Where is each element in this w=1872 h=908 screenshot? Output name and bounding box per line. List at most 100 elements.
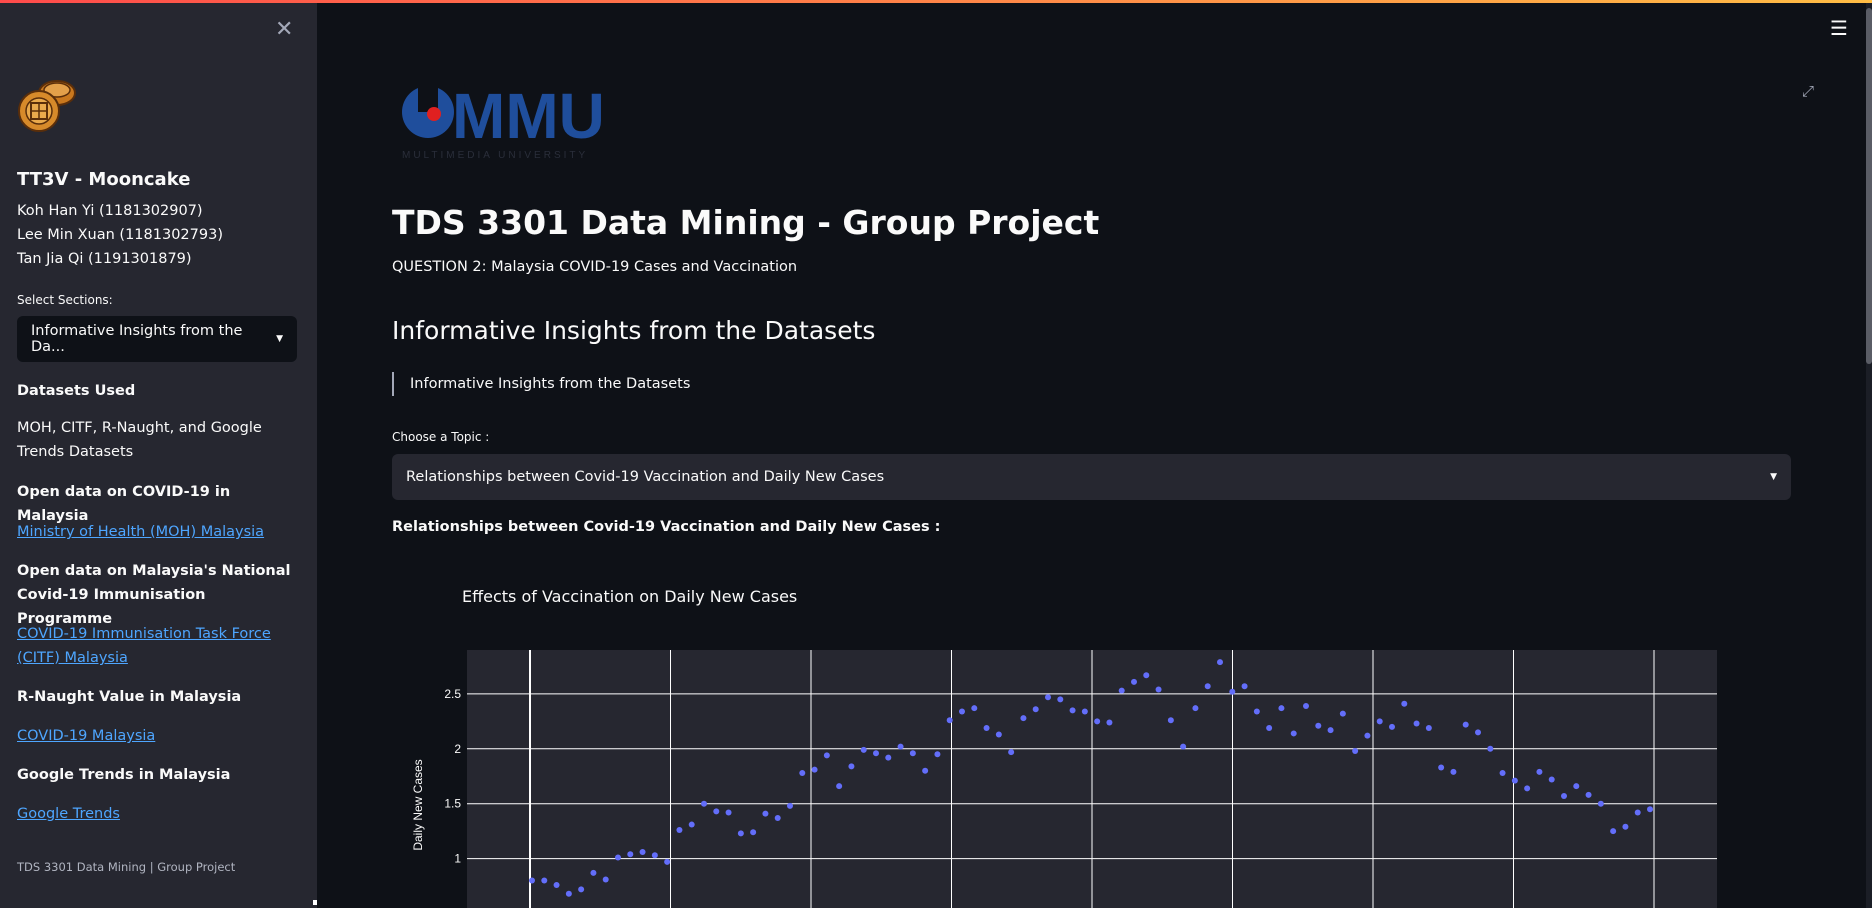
- scatter-point[interactable]: [1585, 791, 1592, 798]
- scatter-point[interactable]: [664, 858, 671, 865]
- scatter-point[interactable]: [750, 829, 757, 836]
- scatter-point[interactable]: [1204, 683, 1211, 690]
- scatter-point[interactable]: [1266, 724, 1273, 731]
- scatter-point[interactable]: [823, 752, 830, 759]
- sidebar-resize-handle[interactable]: [313, 900, 317, 905]
- scatter-point[interactable]: [1155, 686, 1162, 693]
- scatter-point[interactable]: [1524, 785, 1531, 792]
- topic-select[interactable]: Relationships between Covid-19 Vaccinati…: [392, 454, 1791, 500]
- scatter-point[interactable]: [688, 821, 695, 828]
- scatter-point[interactable]: [725, 809, 732, 816]
- scatter-point[interactable]: [1622, 823, 1629, 830]
- scatter-point[interactable]: [1081, 708, 1088, 715]
- scatter-point[interactable]: [1045, 694, 1051, 701]
- google-trends-link[interactable]: Google Trends: [17, 806, 120, 822]
- scatter-point[interactable]: [1118, 687, 1125, 694]
- scatter-point[interactable]: [578, 886, 585, 893]
- scatter-point[interactable]: [799, 769, 806, 776]
- scatter-point[interactable]: [909, 750, 916, 757]
- moh-link[interactable]: Ministry of Health (MOH) Malaysia: [17, 524, 265, 540]
- scatter-chart[interactable]: 1 1.5 2 2.5 Daily New Cases: [392, 620, 1792, 908]
- scatter-point[interactable]: [1647, 806, 1653, 813]
- scatter-point[interactable]: [1561, 793, 1567, 800]
- scatter-point[interactable]: [995, 731, 1002, 738]
- scatter-point[interactable]: [983, 724, 990, 731]
- scrollbar-thumb[interactable]: [1866, 8, 1872, 364]
- fullscreen-icon[interactable]: ⤢: [1802, 82, 1815, 100]
- scatter-point[interactable]: [627, 851, 634, 858]
- scatter-point[interactable]: [934, 751, 941, 758]
- section-select[interactable]: Informative Insights from the Da... ▼: [17, 316, 297, 362]
- scatter-point[interactable]: [860, 746, 867, 753]
- scatter-point[interactable]: [1352, 748, 1359, 755]
- scatter-point[interactable]: [541, 877, 548, 884]
- scatter-point[interactable]: [529, 877, 535, 884]
- scatter-point[interactable]: [1217, 659, 1223, 666]
- scatter-point[interactable]: [1106, 719, 1113, 726]
- scatter-point[interactable]: [1450, 768, 1457, 775]
- scatter-point[interactable]: [1462, 721, 1469, 728]
- scatter-point[interactable]: [946, 717, 953, 724]
- scatter-point[interactable]: [1032, 706, 1039, 713]
- scatter-point[interactable]: [1167, 717, 1174, 724]
- scatter-point[interactable]: [1069, 707, 1076, 714]
- scatter-point[interactable]: [1143, 672, 1150, 679]
- scatter-point[interactable]: [1610, 828, 1617, 835]
- citf-link[interactable]: COVID-19 Immunisation Task Force (CITF) …: [17, 626, 271, 666]
- scatter-point[interactable]: [615, 854, 621, 861]
- scatter-point[interactable]: [1499, 769, 1506, 776]
- scatter-point[interactable]: [1548, 776, 1555, 783]
- scatter-point[interactable]: [787, 802, 793, 809]
- scatter-point[interactable]: [1303, 702, 1309, 709]
- scatter-point[interactable]: [1425, 724, 1432, 731]
- scatter-point[interactable]: [1364, 732, 1371, 739]
- scatter-point[interactable]: [737, 830, 744, 837]
- scatter-point[interactable]: [1389, 723, 1395, 730]
- scatter-point[interactable]: [1057, 696, 1064, 703]
- scatter-point[interactable]: [1487, 745, 1494, 752]
- scatter-point[interactable]: [1192, 705, 1199, 712]
- scatter-point[interactable]: [897, 743, 904, 750]
- scatter-point[interactable]: [676, 827, 683, 834]
- scatter-point[interactable]: [1290, 730, 1297, 737]
- scatter-point[interactable]: [713, 808, 720, 815]
- scatter-point[interactable]: [762, 810, 769, 817]
- scatter-point[interactable]: [1634, 809, 1641, 816]
- menu-icon[interactable]: ☰: [1830, 16, 1848, 40]
- scatter-point[interactable]: [1597, 800, 1604, 807]
- scatter-point[interactable]: [590, 869, 597, 876]
- scatter-point[interactable]: [1008, 749, 1015, 756]
- scatter-point[interactable]: [1253, 708, 1260, 715]
- scatter-point[interactable]: [922, 767, 929, 774]
- scatter-point[interactable]: [1229, 688, 1236, 695]
- scatter-point[interactable]: [1020, 715, 1027, 722]
- scatter-point[interactable]: [1339, 710, 1346, 717]
- scatter-point[interactable]: [1180, 743, 1187, 750]
- scatter-point[interactable]: [959, 708, 965, 715]
- scatter-point[interactable]: [701, 800, 707, 807]
- scatter-point[interactable]: [602, 876, 609, 883]
- scatter-point[interactable]: [1241, 683, 1248, 690]
- scatter-point[interactable]: [774, 814, 781, 821]
- scrollbar-track[interactable]: [1866, 3, 1872, 908]
- scatter-point[interactable]: [1573, 783, 1580, 790]
- scatter-point[interactable]: [873, 750, 879, 757]
- scatter-point[interactable]: [836, 783, 843, 790]
- scatter-point[interactable]: [1536, 768, 1543, 775]
- scatter-point[interactable]: [1413, 720, 1420, 727]
- scatter-point[interactable]: [848, 763, 855, 770]
- scatter-point[interactable]: [1511, 777, 1518, 784]
- scatter-point[interactable]: [1376, 718, 1383, 725]
- scatter-point[interactable]: [1327, 727, 1334, 734]
- scatter-point[interactable]: [1401, 700, 1408, 707]
- scatter-point[interactable]: [1475, 729, 1481, 736]
- scatter-point[interactable]: [811, 766, 818, 773]
- scatter-point[interactable]: [565, 890, 572, 897]
- covid19-malaysia-link[interactable]: COVID-19 Malaysia: [17, 728, 156, 744]
- scatter-point[interactable]: [885, 754, 892, 761]
- scatter-point[interactable]: [1131, 678, 1137, 685]
- scatter-point[interactable]: [1315, 722, 1322, 729]
- scatter-point[interactable]: [971, 705, 978, 712]
- scatter-point[interactable]: [1278, 705, 1285, 712]
- scatter-point[interactable]: [651, 852, 658, 859]
